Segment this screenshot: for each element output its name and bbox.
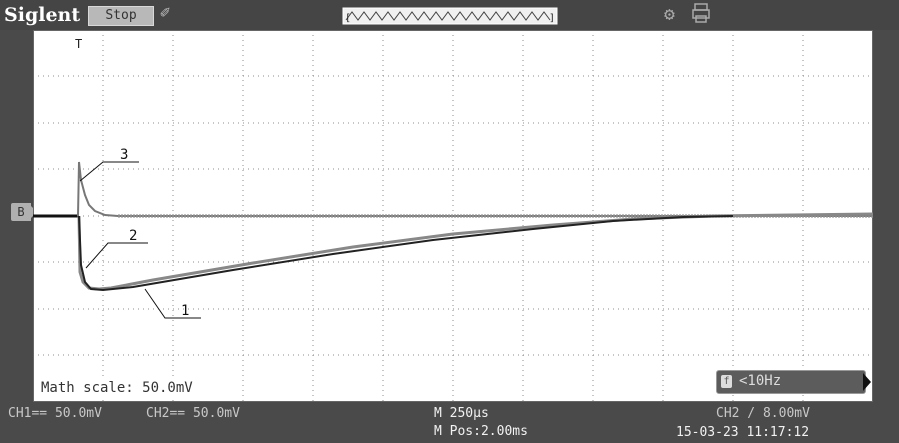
usb-icon: ⚙ [664,4,675,25]
memory-position-bar[interactable]: [ ] [342,7,560,25]
printer-icon [692,3,710,23]
trigger-marker: T [75,37,82,51]
trace-label-3: 3 [120,147,128,163]
svg-text:]: ] [549,13,555,24]
date-time: 15-03-23 11:17:12 [676,425,810,440]
trigger-setting[interactable]: CH2 / 8.00mV [716,406,810,421]
trace-label-2: 2 [129,228,137,244]
freq-box-tip-icon [863,373,871,391]
trigger-frequency-text: <10Hz [739,373,782,389]
trigger-frequency-indicator: f <10Hz [716,370,871,394]
math-scale-label: Math scale: 50.0mV [41,380,193,396]
trigger-freq-icon: f [721,375,732,388]
waveform-traces: T 3 2 1 [33,30,873,402]
top-status-bar: Siglent Stop ✐ [ ] ⚙ [0,0,899,30]
trace-label-1: 1 [181,303,189,319]
channel-level-marker[interactable]: B [11,203,37,221]
ch2-scale[interactable]: CH2== 50.0mV [146,406,240,421]
waveform-display[interactable]: T 3 2 1 [33,30,873,402]
pen-icon: ✐ [160,3,171,23]
brand-logo: Siglent [4,4,81,26]
svg-text:[: [ [345,13,351,24]
timebase-scale[interactable]: M 250µs [434,406,489,421]
ch1-scale[interactable]: CH1== 50.0mV [8,406,102,421]
timebase-position[interactable]: M Pos:2.00ms [434,424,528,439]
run-state-badge[interactable]: Stop [88,6,154,26]
